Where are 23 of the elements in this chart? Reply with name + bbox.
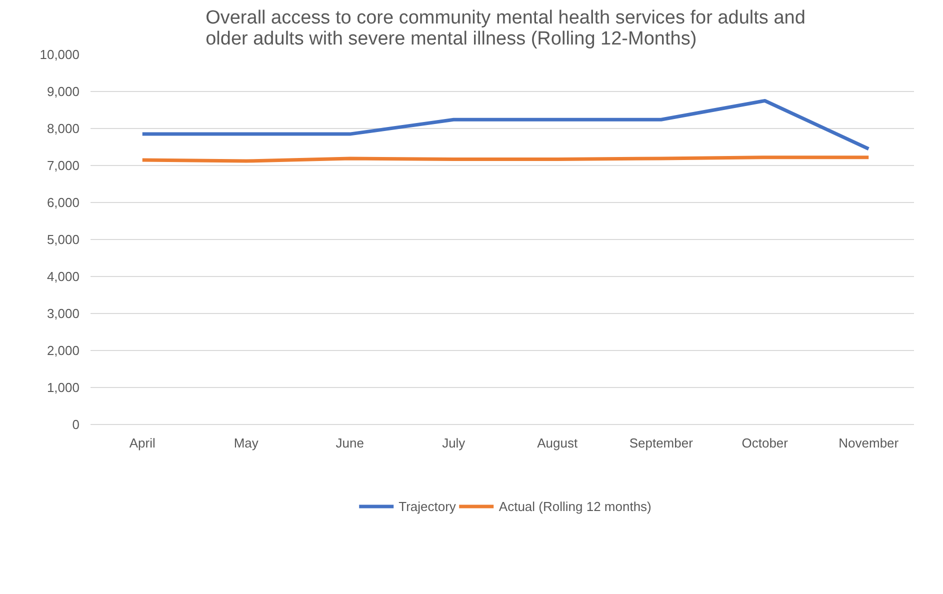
line-series <box>140 99 870 151</box>
y-tick-label: 6,000 <box>46 195 80 210</box>
y-tick-label: 4,000 <box>46 269 80 284</box>
legend-label: Actual (Rolling 12 months) <box>498 498 652 514</box>
y-tick-label: 3,000 <box>46 306 80 321</box>
x-tick-label: July <box>442 436 466 450</box>
y-tick-label: 8,000 <box>46 121 80 136</box>
x-tick-label: June <box>336 436 364 450</box>
x-tick-label: September <box>629 436 694 450</box>
x-tick-label: August <box>537 436 578 450</box>
y-tick-label: 2,000 <box>46 343 80 358</box>
y-tick-label: 9,000 <box>46 84 80 99</box>
x-tick-label: November <box>838 436 900 450</box>
legend-label: Trajectory <box>398 498 456 514</box>
y-tick-label: 5,000 <box>46 232 80 247</box>
y-tick-label: 0 <box>72 417 80 432</box>
y-tick-label: 10,000 <box>40 47 80 62</box>
x-tick-label: May <box>234 436 259 450</box>
y-tick-label: 7,000 <box>46 158 80 173</box>
x-tick-label: April <box>129 436 156 450</box>
chart-title: Overall access to core community mental health services for adults and older adults with severe mental illness (Rolling 12-Months) <box>206 8 806 50</box>
y-tick-label: 1,000 <box>46 380 80 395</box>
x-tick-label: October <box>742 436 789 450</box>
